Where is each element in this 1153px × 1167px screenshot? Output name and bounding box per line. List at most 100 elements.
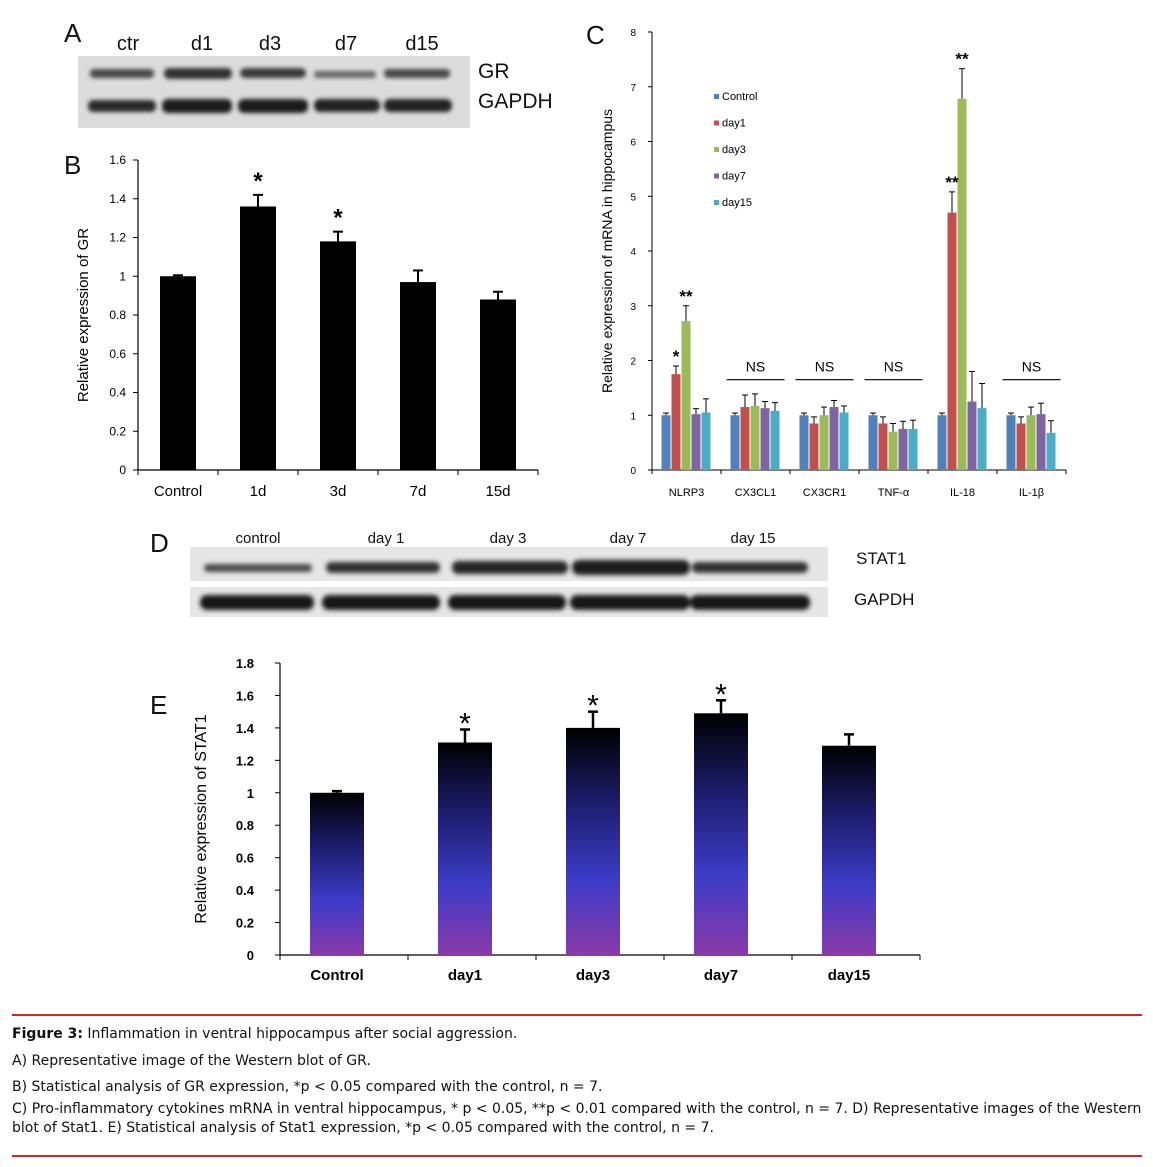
bar	[908, 428, 918, 470]
x-tick-label: IL-18	[950, 487, 975, 499]
x-tick-label: CX3CL1	[735, 487, 777, 499]
x-tick-label: day1	[448, 967, 482, 984]
bar	[701, 412, 711, 470]
bar	[770, 410, 780, 470]
lane-label: d1	[190, 33, 214, 55]
y-axis-label: Relative expression of GR	[75, 228, 92, 402]
x-tick-label: day3	[576, 967, 610, 984]
ns-label: NS	[815, 359, 834, 375]
bar	[819, 415, 829, 470]
bar	[1036, 414, 1046, 470]
bar	[691, 414, 701, 470]
bar	[681, 321, 691, 470]
y-tick-label: 0.6	[236, 851, 254, 866]
bar	[822, 745, 876, 955]
band-label-gr: GR	[478, 60, 510, 83]
significance-marker: *	[673, 347, 680, 366]
x-tick-label: CX3CR1	[803, 487, 846, 499]
x-tick-label: IL-1β	[1019, 487, 1044, 499]
y-tick-label: 1	[119, 269, 126, 283]
bar	[760, 408, 770, 470]
panel-a-letter: A	[64, 18, 82, 48]
legend-label: day7	[722, 171, 746, 183]
caption-line-c: C) Pro-inflammatory cytokines mRNA in ve…	[12, 1101, 1142, 1136]
panel-d-blot-image	[190, 547, 828, 617]
x-tick-label: NLRP3	[669, 487, 704, 499]
y-tick-label: 0.8	[109, 308, 126, 322]
y-tick-label: 4	[630, 247, 636, 258]
y-tick-label: 1.8	[236, 656, 254, 671]
panel-a-blot-image	[78, 56, 470, 128]
ns-label: NS	[1022, 359, 1041, 375]
lane-label: d7	[334, 33, 358, 55]
bar	[868, 415, 878, 470]
legend-label: day1	[722, 118, 746, 130]
lane-label: day 7	[609, 530, 647, 547]
panel-e-chart: 0 0.2 0.4 0.6 0.8 1 1.2 1.4 1.6 1.8 Relative expre…	[193, 656, 921, 984]
y-tick-label: 7	[630, 83, 636, 94]
bar	[1026, 415, 1036, 470]
bar	[967, 401, 977, 470]
y-tick-label: 0.2	[236, 916, 254, 931]
y-tick-label: 0.6	[109, 347, 126, 361]
y-tick-label: 1.4	[236, 721, 255, 736]
bar	[937, 415, 947, 470]
x-tick-label: Control	[154, 483, 202, 500]
caption-figure-text: Inflammation in ventral hippocampus afte…	[82, 1026, 518, 1042]
significance-marker: *	[253, 168, 263, 195]
y-tick-label: 0.8	[236, 818, 254, 833]
legend-swatch	[714, 147, 719, 152]
bar	[878, 423, 888, 470]
significance-marker: *	[459, 708, 471, 741]
bar	[566, 727, 620, 955]
y-tick-label: 0.4	[236, 883, 255, 898]
significance-marker: *	[587, 690, 599, 723]
y-tick-label: 0	[119, 463, 126, 477]
y-tick-label: 8	[630, 28, 636, 39]
lane-label: d3	[258, 33, 282, 55]
band-label-gapdh: GAPDH	[478, 90, 553, 113]
legend-swatch	[714, 120, 719, 126]
bar	[839, 412, 849, 470]
ns-label: NS	[884, 359, 903, 375]
y-tick-label: 1	[630, 411, 636, 422]
legend-label: day15	[722, 197, 752, 209]
caption-bottom-rule	[12, 1155, 1142, 1157]
bar	[661, 415, 671, 470]
significance-marker: **	[955, 50, 969, 69]
legend-label: day3	[722, 144, 746, 156]
bar	[694, 713, 748, 955]
lane-label: ctr	[116, 33, 140, 55]
ns-label: NS	[746, 359, 765, 375]
bar	[320, 241, 356, 470]
bar	[1016, 423, 1026, 470]
caption-line-a: A) Representative image of the Western b…	[12, 1053, 371, 1069]
panel-d-letter: D	[150, 528, 169, 558]
bar	[310, 792, 364, 955]
bar	[400, 282, 436, 470]
bar	[947, 212, 957, 471]
y-tick-label: 1.6	[236, 688, 254, 703]
y-tick-label: 5	[630, 192, 636, 203]
y-axis-label: Relative expression of mRNA in hippocamp…	[599, 109, 615, 393]
bar	[740, 407, 750, 470]
bar	[799, 415, 809, 470]
bar	[438, 742, 492, 955]
y-tick-label: 1	[247, 786, 254, 801]
caption-title: Figure 3: Inflammation in ventral hippoc…	[12, 1025, 1142, 1044]
y-axis-label: Relative expression of STAT1	[193, 714, 210, 923]
panel-c-letter: C	[586, 20, 605, 50]
bar	[977, 408, 987, 470]
y-tick-label: 0.2	[109, 424, 126, 438]
x-tick-label: day15	[828, 967, 871, 984]
x-tick-label: 1d	[250, 483, 267, 500]
bar	[240, 206, 276, 470]
significance-marker: *	[333, 205, 343, 232]
significance-marker: *	[715, 678, 727, 711]
significance-marker: **	[679, 287, 693, 306]
bar	[809, 423, 819, 470]
bar	[888, 431, 898, 470]
y-tick-label: 1.4	[109, 192, 126, 206]
x-tick-label: TNF-α	[878, 487, 910, 499]
bar	[730, 415, 740, 470]
